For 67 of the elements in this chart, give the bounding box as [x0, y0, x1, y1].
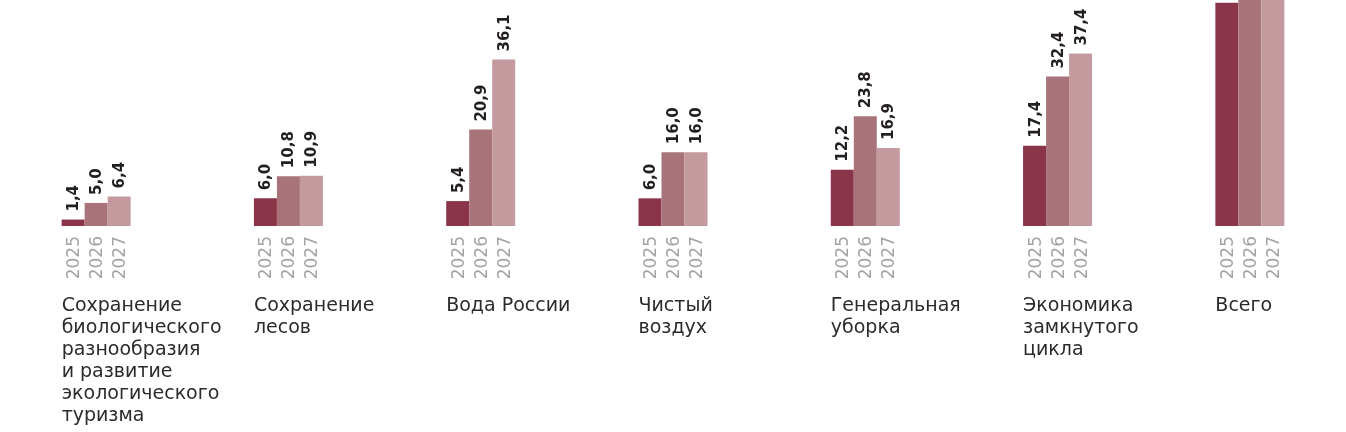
data-label: 32,4 — [1048, 31, 1067, 69]
bar — [276, 176, 300, 226]
data-label: 10,8 — [279, 131, 298, 169]
text: 2026 — [278, 236, 299, 280]
text: 2027 — [878, 236, 899, 280]
data-label: 16,0 — [687, 107, 705, 145]
bar — [1215, 2, 1239, 226]
text: 2025 — [447, 236, 468, 280]
bar — [830, 169, 854, 226]
text: 2025 — [63, 236, 84, 280]
bar — [876, 148, 900, 226]
data-label: 23,8 — [856, 71, 875, 109]
data-label: 6,0 — [641, 163, 659, 191]
bar — [299, 175, 323, 226]
bar — [469, 129, 493, 226]
text: 2025 — [255, 236, 276, 280]
bar — [492, 59, 516, 226]
x-tick-label: Генеральная уборка — [830, 293, 961, 337]
data-label: 16,0 — [664, 107, 682, 145]
text: 2026 — [1239, 236, 1260, 280]
bar — [446, 201, 470, 226]
data-label: 20,9 — [471, 84, 490, 122]
bar — [1261, 0, 1285, 226]
text: 2025 — [640, 236, 660, 280]
text: 2026 — [1047, 236, 1068, 280]
text: 2027 — [1070, 236, 1091, 280]
data-label: 17,4 — [1025, 100, 1044, 138]
bar — [853, 116, 877, 226]
x-tick-label: Чистый воздух — [638, 293, 713, 337]
text: 2026 — [663, 236, 683, 280]
bar — [661, 152, 685, 226]
data-label: 5,4 — [448, 166, 467, 194]
text: 2025 — [1024, 236, 1045, 280]
data-label: 5,0 — [87, 168, 106, 195]
bar — [107, 196, 131, 226]
x-tick-label: Сохранение биологического разнообразия и развитие экологического туризма — [61, 293, 222, 425]
data-label: 16,9 — [879, 103, 898, 141]
text: 2027 — [1262, 236, 1283, 280]
x-tick-label: Сохранение лесов — [253, 293, 375, 337]
x-tick-label: Всего — [1215, 293, 1273, 315]
bar — [1069, 53, 1093, 226]
bar — [84, 202, 108, 226]
text: 2026 — [855, 236, 876, 280]
x-tick-label: Вода России — [446, 293, 571, 315]
text: 2027 — [493, 236, 514, 280]
text: 2025 — [1216, 236, 1237, 280]
bar — [253, 198, 277, 226]
text: 2026 — [86, 236, 107, 280]
data-label: 6,4 — [110, 161, 129, 189]
x-tick-label: Экономика замкнутого цикла — [1023, 293, 1139, 359]
text: 2027 — [109, 236, 130, 280]
bar — [684, 152, 708, 226]
bar — [61, 219, 85, 226]
data-label: 6,0 — [256, 163, 275, 191]
data-label: 12,2 — [833, 124, 852, 162]
text: 2027 — [301, 236, 322, 280]
bar — [638, 198, 662, 226]
data-label: 10,9 — [302, 130, 321, 168]
bar — [1238, 0, 1262, 226]
text: 2025 — [832, 236, 853, 280]
data-label: 1,4 — [64, 184, 83, 212]
data-label: 37,4 — [1071, 8, 1090, 46]
text: 2026 — [470, 236, 491, 280]
data-label: 36,1 — [494, 14, 513, 52]
bar — [1046, 76, 1070, 226]
bar — [1023, 145, 1047, 226]
text: 2027 — [686, 236, 706, 280]
